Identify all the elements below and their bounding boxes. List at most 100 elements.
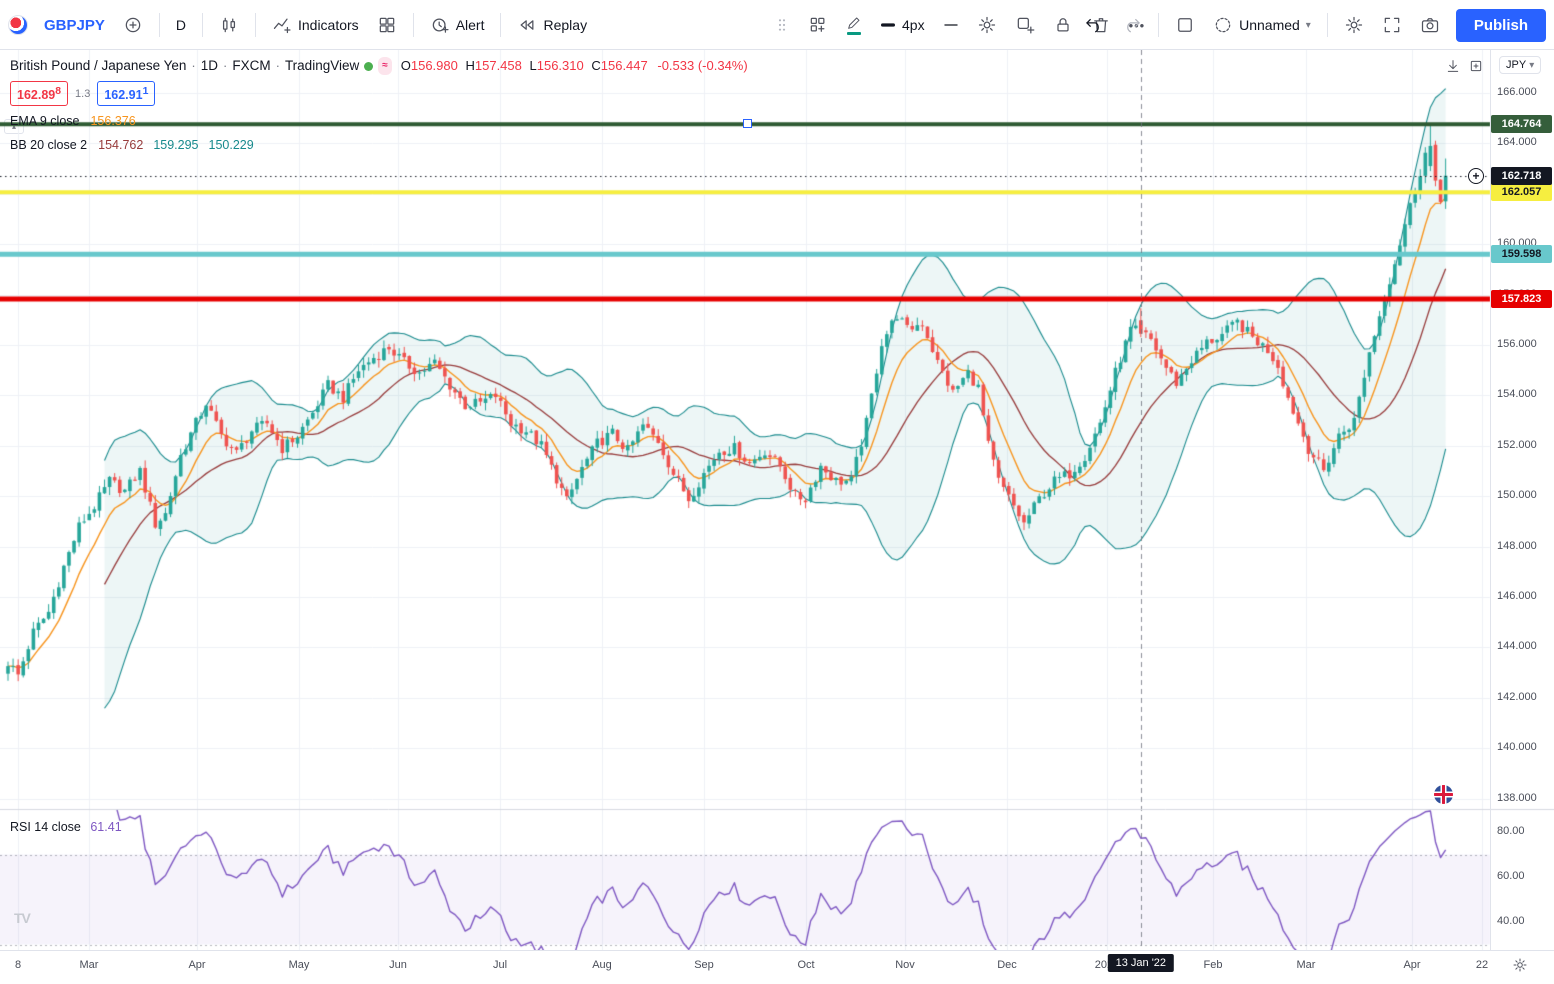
undo-button[interactable] <box>1076 8 1112 42</box>
symbol-button[interactable]: GBPJPY <box>36 8 113 42</box>
scroll-to-latest-button[interactable] <box>1444 57 1462 75</box>
time-axis-label: Apr <box>1403 959 1421 971</box>
low-letter: L <box>529 58 537 73</box>
time-axis-label: Sep <box>694 959 714 971</box>
time-axis-settings-button[interactable] <box>1512 957 1528 978</box>
price-tick: 164.000 <box>1497 136 1537 149</box>
indicators-button[interactable]: Indicators <box>264 8 367 42</box>
high-value: 157.458 <box>474 58 522 73</box>
time-axis-label: Jul <box>492 959 508 971</box>
undo-icon <box>1086 18 1099 33</box>
tradingview-logo[interactable] <box>8 15 28 35</box>
time-axis-label: 8 <box>14 959 22 971</box>
price-tick: 156.000 <box>1497 338 1537 350</box>
bid-price[interactable]: 162.898 <box>10 81 69 107</box>
bb-legend-row[interactable]: BB 20 close 2 154.762 159.295 150.229 <box>10 136 748 154</box>
top-toolbar: GBPJPY D Indicators <box>0 0 1554 50</box>
save-template-button[interactable] <box>1007 8 1043 42</box>
gear-icon <box>1345 16 1362 34</box>
change-value: -0.533 (-0.34%) <box>657 58 748 73</box>
chevron-down-icon: ▾ <box>1305 19 1311 31</box>
time-axis-label: Jun <box>389 959 407 971</box>
indicators-icon <box>273 18 291 34</box>
line-color-button[interactable] <box>838 8 870 42</box>
chart-legend: British Pound / Japanese Yen · 1D · FXCM… <box>10 57 748 160</box>
drawing-selection-handle[interactable] <box>743 119 752 129</box>
bb-upper-value: 159.295 <box>153 138 199 153</box>
maximize-pane-button[interactable] <box>1467 57 1485 75</box>
legend-interval: 1D <box>200 58 218 73</box>
market-status-icon[interactable] <box>364 61 374 71</box>
snapshot-button[interactable] <box>1412 8 1448 42</box>
bid-ask-row: 162.898 1.3 162.911 <box>10 81 748 107</box>
alert-clock-icon <box>432 18 449 33</box>
legend-platform: TradingView <box>284 58 360 73</box>
gear-icon <box>978 16 995 34</box>
lock-button[interactable] <box>1045 8 1081 42</box>
gear-icon <box>1513 958 1527 972</box>
line-width-button[interactable]: 4px <box>872 8 933 42</box>
bb-lower-value: 150.229 <box>208 138 254 153</box>
symbol-title: British Pound / Japanese Yen <box>10 58 187 73</box>
time-axis[interactable] <box>0 950 1554 984</box>
bid-main: 162.89 <box>17 88 56 103</box>
legend-separator: · <box>223 58 228 73</box>
layout-name-button[interactable]: Unnamed ▾ <box>1205 8 1319 42</box>
indicators-label: Indicators <box>297 17 359 33</box>
price-chart-canvas[interactable] <box>0 50 1554 950</box>
templates-button[interactable] <box>800 8 836 42</box>
legend-title-row[interactable]: British Pound / Japanese Yen · 1D · FXCM… <box>10 57 748 75</box>
currency-selector[interactable]: JPY ▾ <box>1499 56 1542 74</box>
replay-label: Replay <box>543 17 588 33</box>
time-axis-label: Aug <box>592 959 612 971</box>
chart-type-button[interactable] <box>211 8 247 42</box>
rsi-tick: 80.00 <box>1497 825 1525 837</box>
ema-legend-row[interactable]: EMA 9 close 156.376 <box>10 112 748 130</box>
ema-label: EMA 9 close <box>10 114 80 129</box>
price-tick: 166.000 <box>1497 86 1537 98</box>
time-axis-label: Oct <box>797 959 815 971</box>
price-tick: 150.000 <box>1497 489 1537 502</box>
publish-button[interactable]: Publish <box>1455 8 1546 42</box>
time-axis-label: May <box>288 959 310 971</box>
currency-label: JPY <box>1506 59 1527 71</box>
legend-separator: · <box>191 58 196 73</box>
chevron-down-icon: ▾ <box>1529 59 1535 71</box>
alert-button[interactable]: Alert <box>422 8 493 42</box>
gb-flag-watermark <box>1434 785 1453 804</box>
delayed-data-icon[interactable]: ≈ <box>378 57 392 75</box>
time-axis-label: 22 <box>1475 959 1489 971</box>
drawing-settings-button[interactable] <box>969 8 1005 42</box>
replay-button[interactable]: Replay <box>509 8 595 42</box>
compare-button[interactable] <box>115 8 151 42</box>
single-layout-icon <box>1178 18 1192 32</box>
redo-button[interactable] <box>1114 8 1150 42</box>
toolbar-divider <box>201 13 203 37</box>
ask-price[interactable]: 162.911 <box>97 81 156 107</box>
delete-drawing-button[interactable] <box>1083 8 1119 42</box>
price-axis-label: 159.598 <box>1491 245 1552 264</box>
replay-icon <box>521 20 534 30</box>
line-style-button[interactable] <box>935 8 967 42</box>
arrow-down-icon <box>1447 60 1459 72</box>
multichart-layout-button[interactable] <box>1167 8 1203 42</box>
rsi-legend-row[interactable]: RSI 14 close 61.41 <box>10 820 122 834</box>
rsi-tick: 60.00 <box>1497 870 1525 882</box>
toolbar-divider <box>1158 13 1160 37</box>
ema-value: 156.376 <box>90 114 136 129</box>
interval-button[interactable]: D <box>168 8 194 42</box>
toolbar-drag-handle[interactable] <box>766 8 798 42</box>
maximize-icon <box>1470 60 1482 72</box>
fullscreen-button[interactable] <box>1374 8 1410 42</box>
crosshair-date-label: 13 Jan '22 <box>1107 954 1175 972</box>
add-alert-plus-button[interactable]: + <box>1468 167 1484 184</box>
close-value: 156.447 <box>600 58 648 73</box>
time-axis-label: Mar <box>79 959 99 971</box>
chart-settings-button[interactable] <box>1336 8 1372 42</box>
indicator-templates-button[interactable] <box>369 8 405 42</box>
price-tick: 142.000 <box>1497 690 1537 703</box>
price-tick: 140.000 <box>1497 741 1537 754</box>
grid-plus-icon <box>810 17 825 32</box>
toolbar-divider <box>1326 13 1328 37</box>
